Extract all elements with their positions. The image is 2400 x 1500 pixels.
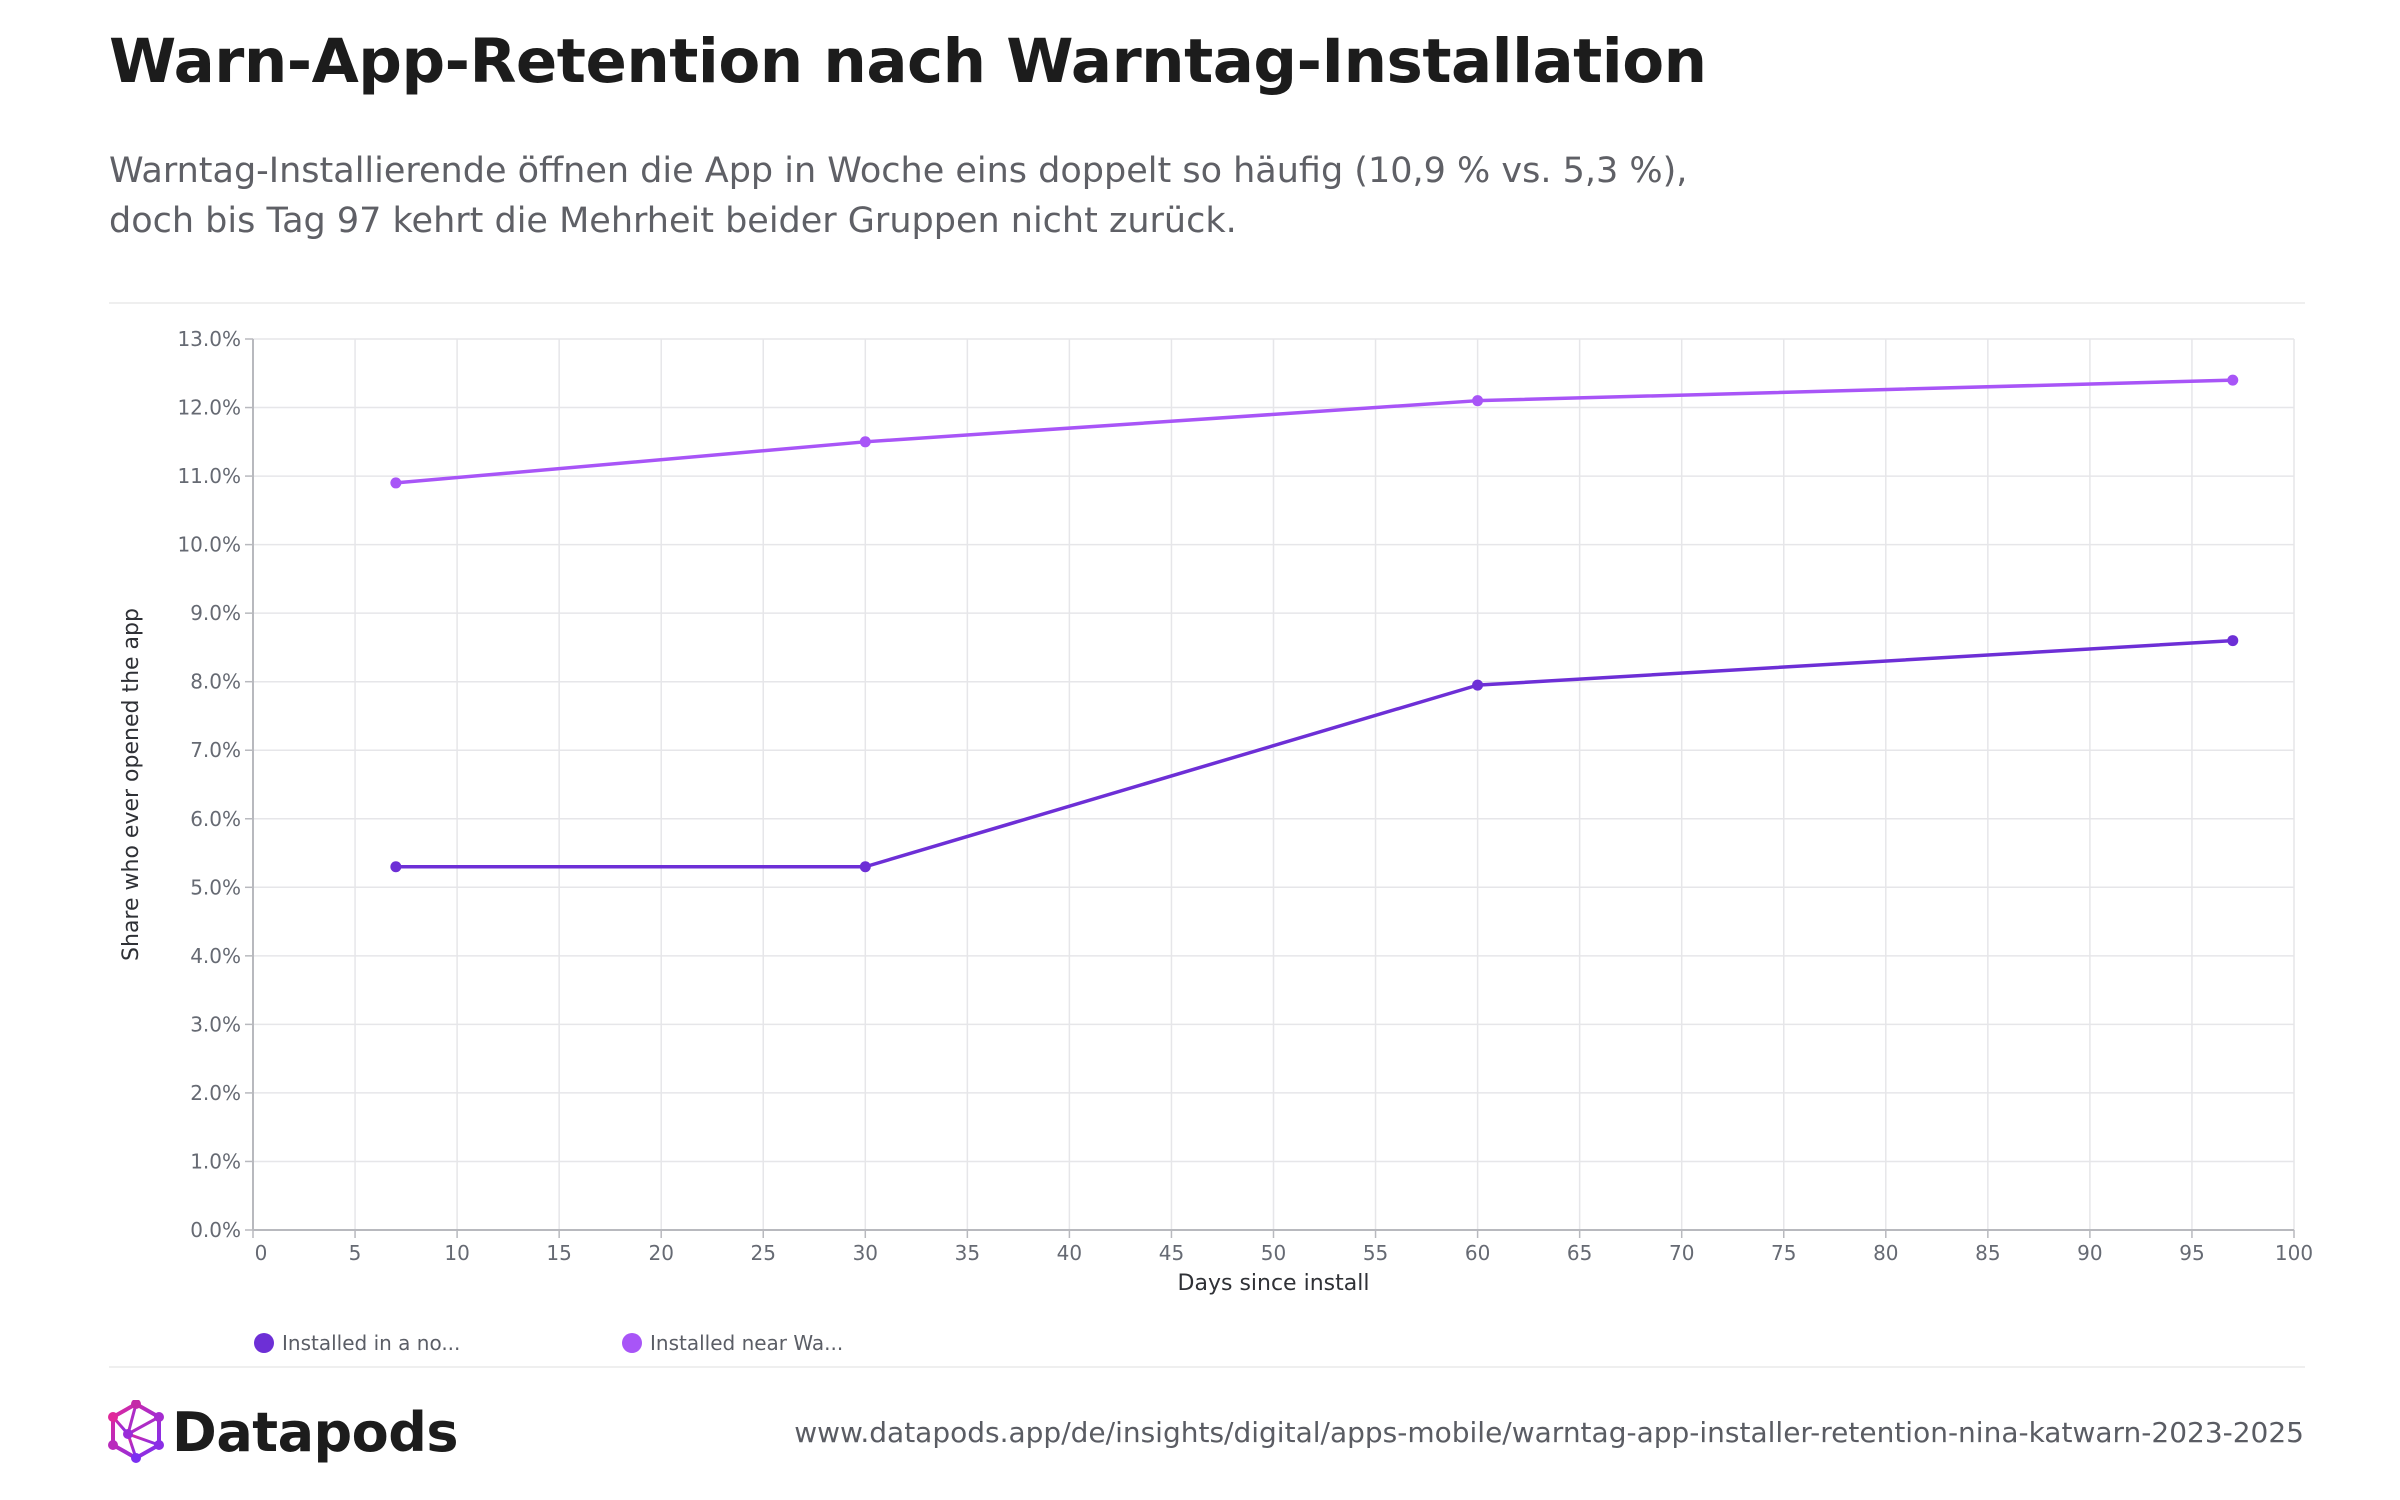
y-tick-label: 1.0% bbox=[190, 1149, 241, 1173]
page-title: Warn-App-Retention nach Warntag-Installa… bbox=[109, 26, 1707, 97]
x-tick-label: 5 bbox=[349, 1241, 362, 1265]
x-tick-label: 10 bbox=[444, 1241, 469, 1265]
x-tick-label: 60 bbox=[1465, 1241, 1490, 1265]
series-layer bbox=[390, 374, 2239, 873]
x-tick-label: 80 bbox=[1873, 1241, 1898, 1265]
y-tick-label: 0.0% bbox=[190, 1218, 241, 1242]
y-tick-label: 7.0% bbox=[190, 738, 241, 762]
x-tick-label: 55 bbox=[1363, 1241, 1388, 1265]
page-subtitle: Warntag-Installierende öffnen die App in… bbox=[109, 146, 1809, 246]
series-line-1 bbox=[395, 378, 2233, 485]
subtitle-line-1: Warntag-Installierende öffnen die App in… bbox=[109, 151, 1688, 191]
x-tick-label: 40 bbox=[1057, 1241, 1082, 1265]
x-tick-label: 85 bbox=[1975, 1241, 2000, 1265]
x-tick-label: 70 bbox=[1669, 1241, 1694, 1265]
y-tick-label: 6.0% bbox=[190, 807, 241, 831]
grid-layer bbox=[253, 338, 2295, 1230]
legend-marker-0 bbox=[254, 1333, 274, 1353]
y-tick-label: 3.0% bbox=[190, 1012, 241, 1036]
data-point bbox=[1472, 679, 1484, 691]
legend-marker-1 bbox=[622, 1333, 642, 1353]
x-tick-label: 65 bbox=[1567, 1241, 1592, 1265]
x-tick-label: 25 bbox=[751, 1241, 776, 1265]
y-tick-label: 10.0% bbox=[177, 533, 241, 557]
x-tick-label: 30 bbox=[853, 1241, 878, 1265]
y-tick-label: 2.0% bbox=[190, 1081, 241, 1105]
x-tick-label: 15 bbox=[546, 1241, 571, 1265]
x-tick-label: 90 bbox=[2077, 1241, 2102, 1265]
y-tick-label: 5.0% bbox=[190, 875, 241, 899]
top-divider bbox=[109, 302, 2305, 304]
data-point bbox=[390, 861, 402, 873]
data-point bbox=[2227, 374, 2239, 386]
y-tick-label: 9.0% bbox=[190, 601, 241, 625]
source-url[interactable]: www.datapods.app/de/insights/digital/app… bbox=[794, 1416, 2304, 1449]
y-tick-label: 4.0% bbox=[190, 944, 241, 968]
axis-layer: 0 5 10 15 20 25 30 35 40 45 50 55 60 65 70 75 80 85 90 95 10… bbox=[119, 327, 2313, 1296]
x-tick-label: 35 bbox=[955, 1241, 980, 1265]
x-tick-label: 20 bbox=[648, 1241, 673, 1265]
y-tick-label: 13.0% bbox=[177, 327, 241, 351]
x-tick-label: 0 bbox=[255, 1241, 268, 1265]
y-tick-label: 8.0% bbox=[190, 670, 241, 694]
x-tick-label: 45 bbox=[1159, 1241, 1184, 1265]
y-axis-title: Share who ever opened the app bbox=[119, 608, 144, 961]
x-tick-label: 95 bbox=[2179, 1241, 2204, 1265]
data-point bbox=[859, 861, 871, 873]
series-line-0 bbox=[395, 638, 2233, 869]
legend-label-1: Installed near Wa... bbox=[650, 1331, 843, 1355]
bottom-divider bbox=[109, 1366, 2305, 1368]
datapods-logo-icon bbox=[108, 1400, 164, 1463]
x-tick-label: 50 bbox=[1261, 1241, 1286, 1265]
x-tick-label: 100 bbox=[2275, 1241, 2313, 1265]
data-point bbox=[390, 477, 402, 489]
y-tick-label: 11.0% bbox=[177, 464, 241, 488]
legend-label-0: Installed in a no... bbox=[282, 1331, 460, 1355]
y-tick-label: 12.0% bbox=[177, 396, 241, 420]
data-point bbox=[859, 436, 871, 448]
subtitle-line-2: doch bis Tag 97 kehrt die Mehrheit beide… bbox=[109, 201, 1237, 241]
brand-logo: Datapods bbox=[108, 1400, 459, 1464]
data-point bbox=[1472, 395, 1484, 407]
legend: Installed in a no... Installed near Wa... bbox=[254, 1331, 843, 1355]
x-axis-title: Days since install bbox=[1178, 1271, 1370, 1296]
data-point bbox=[2227, 635, 2239, 647]
x-tick-label: 75 bbox=[1771, 1241, 1796, 1265]
brand-name: Datapods bbox=[172, 1400, 459, 1464]
